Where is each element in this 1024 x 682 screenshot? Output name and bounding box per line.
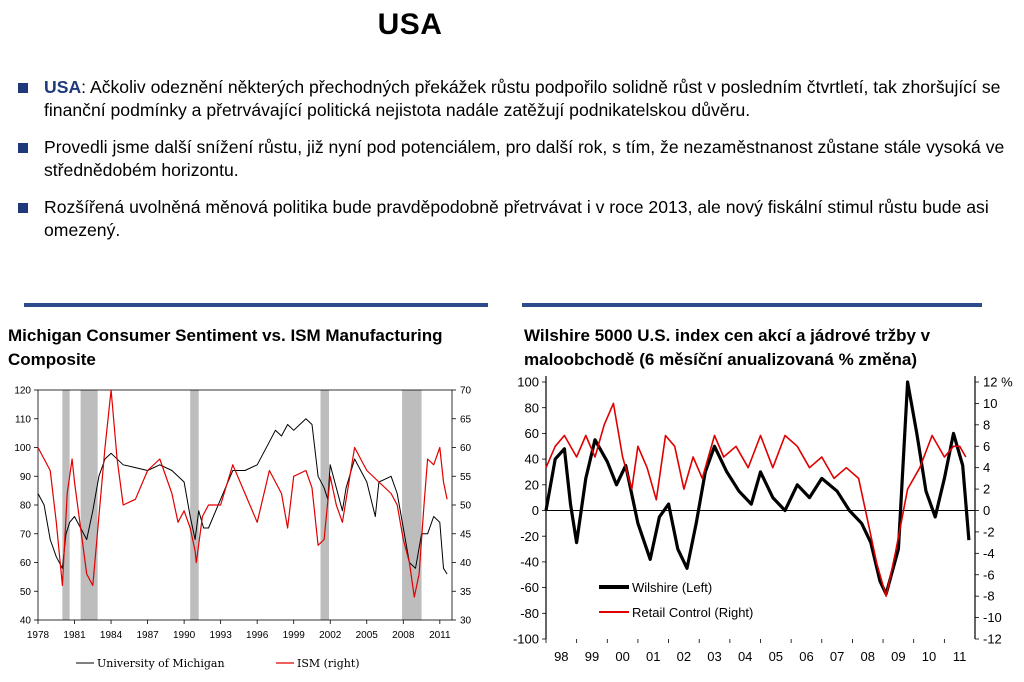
y-left-tick-label: 40 (20, 616, 32, 627)
y-left-tick-label: 20 (525, 477, 539, 492)
y-left-tick-label: -20 (520, 529, 539, 544)
y-left-tick-label: 60 (20, 558, 32, 569)
x-tick-label: 08 (861, 649, 875, 664)
y-left-tick-label: 60 (525, 426, 539, 441)
x-tick-label: 2005 (356, 630, 379, 641)
chart1-michigan-ism: 40 50 60 70 80 90 100 110 120 30 35 40 45 50 55 60 65 70 1… (14, 386, 472, 671)
x-tick-label: 06 (799, 649, 813, 664)
x-tick-label: 1984 (100, 630, 123, 641)
y-right-tick-label: -12 (983, 632, 1002, 647)
series-line-retail-control-right (545, 402, 967, 597)
bullet-text: Rozšířená uvolněná měnová politika bude … (44, 197, 989, 240)
y-left-tick-label: 80 (525, 400, 539, 415)
x-tick-label: 04 (738, 649, 752, 664)
square-bullet-icon (18, 203, 28, 213)
x-tick-label: 00 (615, 649, 629, 664)
x-tick-label: 2011 (429, 630, 451, 641)
x-tick-label: 05 (769, 649, 783, 664)
recession-band (402, 390, 422, 620)
y-right-tick-label: 0 (983, 503, 990, 518)
y-right-tick-label: 40 (460, 558, 472, 569)
recession-band (80, 390, 98, 620)
series-line-university-of-michigan (37, 418, 448, 575)
y-left-tick-label: -40 (520, 554, 539, 569)
y-right-tick-label: 30 (460, 616, 472, 627)
y-right-tick-label: -10 (983, 610, 1002, 625)
y-right-tick-label: 55 (460, 472, 472, 483)
bullet-list: USA: Ačkoliv odeznění některých přechodn… (18, 76, 1018, 256)
y-right-tick-label: 70 (460, 386, 472, 397)
y-right-tick-label: 65 (460, 414, 472, 425)
bullet-text: : Ačkoliv odeznění některých přechodných… (44, 77, 1001, 120)
chart1-title: Michigan Consumer Sentiment vs. ISM Manu… (8, 326, 443, 369)
y-right-tick-label: 12 % (983, 375, 1013, 390)
chart2-wilshire-retail: -100-80-60-40-20020406080100-12-10-8-6-4… (513, 375, 1013, 664)
bullet-text: Provedli jsme další snížení růstu, již n… (44, 137, 1005, 180)
bullet-item: Provedli jsme další snížení růstu, již n… (18, 136, 1018, 182)
chart2-title: Wilshire 5000 U.S. index cen akcí a jádr… (524, 326, 931, 369)
series-line-ism-right (37, 389, 448, 598)
y-right-tick-label: -8 (983, 589, 995, 604)
chart2-top-rule (522, 303, 982, 307)
x-tick-label: 03 (707, 649, 721, 664)
x-tick-label: 1981 (63, 630, 86, 641)
series-line-wilshire-left (544, 380, 971, 596)
x-tick-label: 1990 (173, 630, 196, 641)
y-right-tick-label: 2 (983, 482, 990, 497)
y-right-tick-label: 10 (983, 396, 997, 411)
legend-label-wilshire: Wilshire (Left) (632, 580, 712, 595)
y-right-tick-label: 60 (460, 443, 472, 454)
legend-label-retail-control: Retail Control (Right) (632, 605, 753, 620)
chart1-top-rule (24, 303, 488, 307)
y-right-tick-label: 6 (983, 439, 990, 454)
x-tick-label: 1996 (246, 630, 269, 641)
x-tick-label: 10 (922, 649, 936, 664)
x-tick-label: 98 (554, 649, 568, 664)
x-tick-label: 1993 (210, 630, 233, 641)
bullet-lead: USA (44, 77, 82, 97)
x-tick-label: 09 (891, 649, 905, 664)
x-tick-label: 2002 (319, 630, 342, 641)
legend-label-university-of-michigan: University of Michigan (97, 657, 225, 670)
x-tick-label: 99 (585, 649, 599, 664)
x-tick-label: 07 (830, 649, 844, 664)
recession-band (190, 390, 199, 620)
bullet-item: USA: Ačkoliv odeznění některých přechodn… (18, 76, 1018, 122)
y-left-tick-label: 120 (14, 386, 31, 397)
y-left-tick-label: 100 (517, 375, 539, 390)
x-tick-label: 2008 (392, 630, 415, 641)
bullet-item: Rozšířená uvolněná měnová politika bude … (18, 196, 1018, 242)
y-right-tick-label: -6 (983, 567, 995, 582)
y-left-tick-label: 90 (20, 472, 32, 483)
x-tick-label: 1999 (283, 630, 306, 641)
legend-label-ism: ISM (right) (297, 657, 360, 670)
y-right-tick-label: 35 (460, 587, 472, 598)
y-right-tick-label: 50 (460, 501, 472, 512)
slide-title: USA (377, 8, 443, 41)
y-left-tick-label: 0 (532, 503, 539, 518)
y-left-tick-label: 70 (20, 529, 32, 540)
y-right-tick-label: 8 (983, 417, 990, 432)
y-left-tick-label: 80 (20, 501, 32, 512)
x-tick-label: 1987 (136, 630, 159, 641)
x-tick-label: 1978 (27, 630, 50, 641)
x-tick-label: 01 (646, 649, 660, 664)
square-bullet-icon (18, 143, 28, 153)
square-bullet-icon (18, 83, 28, 93)
y-left-tick-label: -100 (513, 632, 539, 647)
y-right-tick-label: 45 (460, 529, 472, 540)
y-left-tick-label: -80 (520, 606, 539, 621)
y-left-tick-label: 40 (525, 452, 539, 467)
x-tick-label: 11 (953, 649, 967, 664)
y-left-tick-label: 110 (15, 414, 31, 425)
y-left-tick-label: 100 (14, 443, 31, 454)
recession-band (320, 390, 330, 620)
y-right-tick-label: 4 (983, 460, 990, 475)
x-tick-label: 02 (677, 649, 691, 664)
y-right-tick-label: -2 (983, 524, 995, 539)
y-left-tick-label: 50 (20, 587, 32, 598)
y-right-tick-label: -4 (983, 546, 995, 561)
y-left-tick-label: -60 (520, 580, 539, 595)
